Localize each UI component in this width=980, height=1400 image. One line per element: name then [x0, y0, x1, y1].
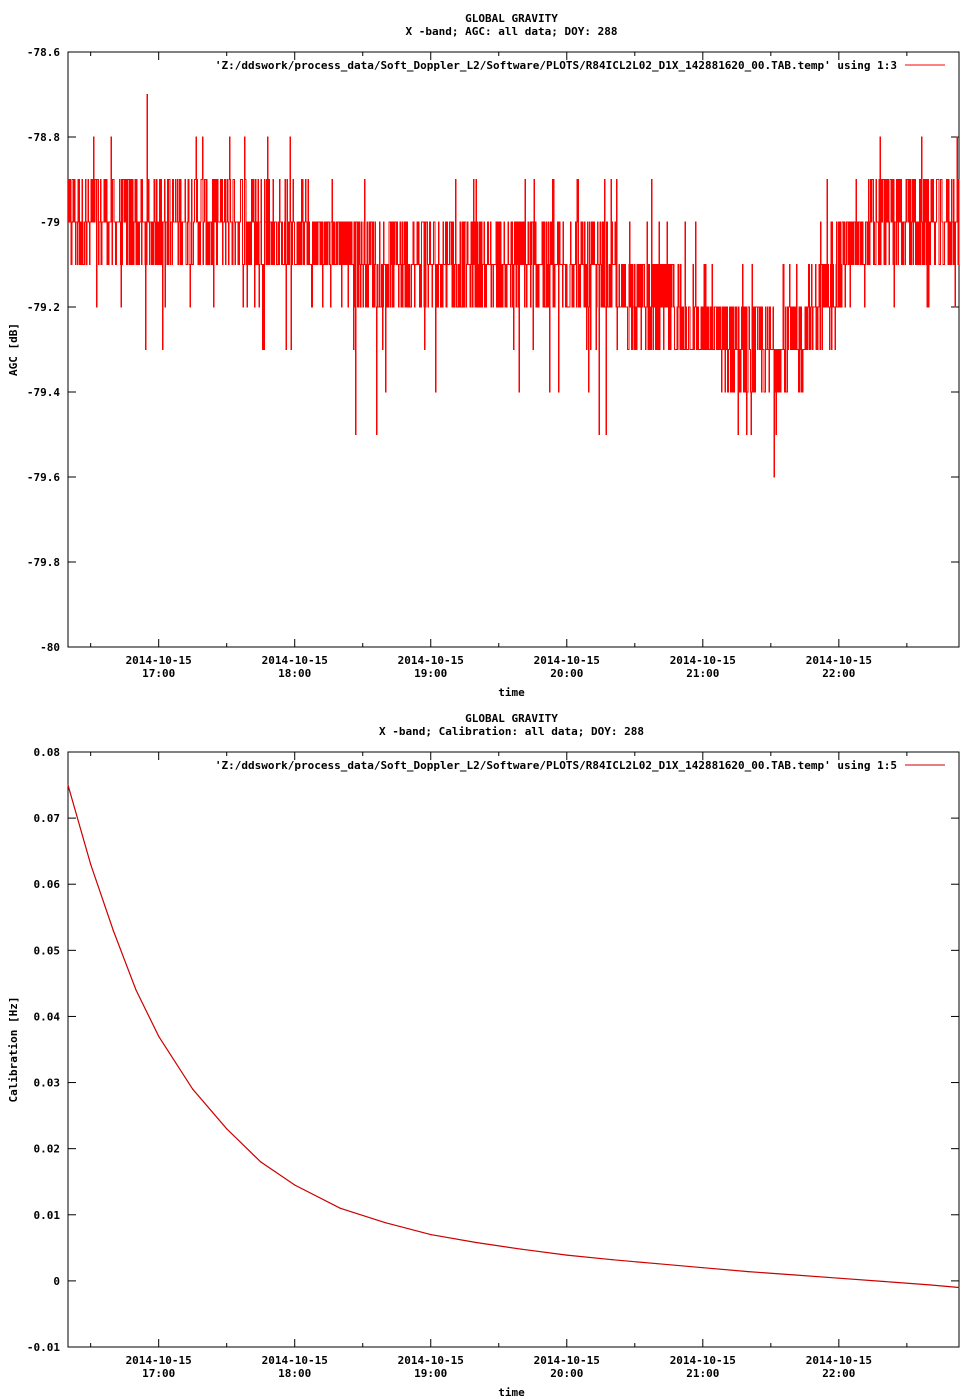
- y-tick-label: -79.2: [27, 301, 60, 314]
- series-point: [792, 1274, 795, 1276]
- series-point: [294, 1184, 296, 1186]
- y-tick-label: -80: [40, 641, 60, 654]
- series-point: [192, 1088, 194, 1090]
- series-point: [90, 863, 92, 866]
- y-tick-label: 0.04: [34, 1010, 61, 1023]
- x-tick-time-label: 22:00: [822, 1367, 855, 1380]
- x-tick-date-label: 2014-10-15: [670, 654, 736, 667]
- chart-title: GLOBAL GRAVITY: [465, 712, 558, 725]
- y-tick-label: 0.08: [34, 746, 61, 759]
- x-tick-date-label: 2014-10-15: [126, 654, 192, 667]
- series-point: [475, 1241, 477, 1244]
- x-tick-date-label: 2014-10-15: [126, 1354, 192, 1367]
- x-tick-time-label: 21:00: [686, 667, 719, 680]
- y-tick-label: -79.8: [27, 556, 60, 569]
- y-tick-label: 0.05: [34, 944, 61, 957]
- legend-label: 'Z:/ddswork/process_data/Soft_Doppler_L2…: [215, 59, 897, 72]
- x-tick-time-label: 17:00: [142, 667, 175, 680]
- series-line: [67, 784, 960, 1289]
- x-tick-time-label: 19:00: [414, 667, 447, 680]
- chart-title: GLOBAL GRAVITY: [465, 12, 558, 25]
- series-point: [67, 784, 69, 786]
- x-tick-date-label: 2014-10-15: [534, 654, 600, 667]
- x-tick-time-label: 17:00: [142, 1367, 175, 1380]
- y-tick-label: 0.02: [34, 1143, 61, 1156]
- series-line: [68, 94, 960, 478]
- series-point: [520, 1248, 523, 1250]
- series-point: [702, 1267, 704, 1269]
- x-tick-date-label: 2014-10-15: [398, 654, 464, 667]
- series-point: [226, 1128, 228, 1130]
- x-tick-date-label: 2014-10-15: [262, 1354, 328, 1367]
- x-tick-time-label: 20:00: [550, 667, 583, 680]
- series-point: [958, 1286, 960, 1289]
- y-axis-label: AGC [dB]: [7, 323, 20, 376]
- y-tick-label: 0.03: [34, 1077, 61, 1090]
- legend-label: 'Z:/ddswork/process_data/Soft_Doppler_L2…: [215, 759, 897, 772]
- y-tick-label: 0.06: [34, 878, 61, 891]
- x-tick-date-label: 2014-10-15: [398, 1354, 464, 1367]
- x-tick-time-label: 18:00: [278, 667, 311, 680]
- chart-subtitle: X -band; AGC: all data; DOY: 288: [406, 25, 618, 38]
- y-axis-label: Calibration [Hz]: [7, 997, 20, 1103]
- plot-frame: [67, 751, 960, 1348]
- series-point: [883, 1280, 885, 1283]
- y-tick-label: -79: [40, 216, 60, 229]
- series-point: [838, 1277, 840, 1279]
- series-point: [260, 1161, 262, 1163]
- y-tick-label: 0.07: [34, 812, 61, 825]
- series-point: [611, 1259, 613, 1261]
- x-tick-date-label: 2014-10-15: [534, 1354, 600, 1367]
- x-axis-label: time: [498, 686, 525, 699]
- y-tick-label: -0.01: [27, 1341, 60, 1354]
- series-point: [566, 1254, 568, 1256]
- series-point: [747, 1271, 749, 1273]
- x-tick-time-label: 19:00: [414, 1367, 447, 1380]
- y-tick-label: -79.6: [27, 471, 60, 484]
- series-point: [384, 1222, 386, 1224]
- series-point: [928, 1284, 931, 1286]
- x-tick-date-label: 2014-10-15: [670, 1354, 736, 1367]
- x-tick-time-label: 20:00: [550, 1367, 583, 1380]
- series-point: [135, 989, 137, 991]
- y-tick-label: -78.8: [27, 131, 60, 144]
- series-point: [158, 1035, 160, 1037]
- series-point: [430, 1234, 432, 1236]
- series-point: [339, 1207, 341, 1209]
- series-point: [656, 1263, 659, 1265]
- x-tick-date-label: 2014-10-15: [806, 1354, 872, 1367]
- x-axis-label: time: [498, 1386, 525, 1399]
- chart-subtitle: X -band; Calibration: all data; DOY: 288: [379, 725, 644, 738]
- y-tick-label: 0.01: [34, 1209, 61, 1222]
- y-tick-label: -79.4: [27, 386, 60, 399]
- x-tick-time-label: 21:00: [686, 1367, 719, 1380]
- x-tick-date-label: 2014-10-15: [806, 654, 872, 667]
- x-tick-date-label: 2014-10-15: [262, 654, 328, 667]
- y-tick-label: 0: [53, 1275, 60, 1288]
- x-tick-time-label: 22:00: [822, 667, 855, 680]
- y-tick-label: -78.6: [27, 46, 60, 59]
- plot-frame: [67, 51, 960, 648]
- x-tick-time-label: 18:00: [278, 1367, 311, 1380]
- series-point: [112, 929, 114, 932]
